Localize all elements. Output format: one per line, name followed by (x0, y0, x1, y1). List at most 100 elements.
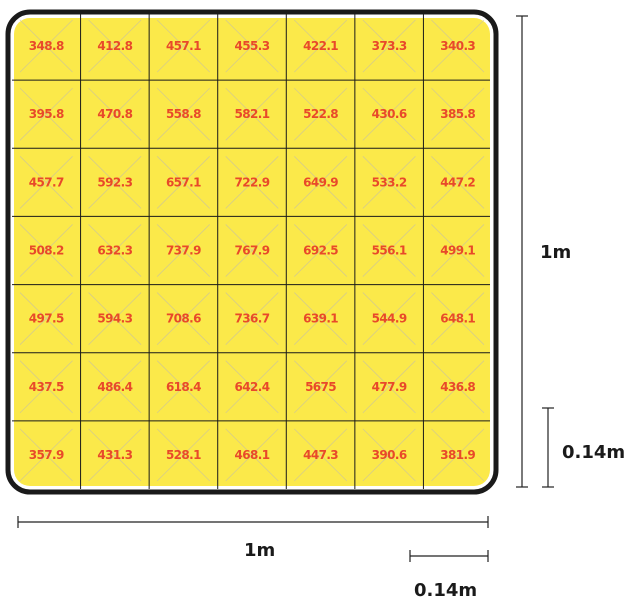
cell-diagonal (294, 19, 348, 73)
cell-value: 632.3 (97, 244, 132, 258)
cell-diagonal (225, 87, 279, 141)
cell-value: 5675 (305, 380, 336, 394)
cell-diagonal (88, 224, 142, 277)
cell-diagonal (431, 428, 485, 482)
cell-value: 642.4 (235, 380, 270, 394)
cell-values: 348.8 412.8 457.1 455.3 422.1 373.3 340.3 395.8… (29, 39, 476, 462)
cell-value: 736.7 (235, 312, 270, 326)
cell-diagonal (362, 360, 416, 414)
cell-value: 422.1 (303, 39, 338, 53)
cell-diagonal (431, 292, 485, 345)
cell-value: 497.5 (29, 312, 64, 326)
cell-diagonal (156, 292, 210, 345)
cell-diagonal (225, 156, 279, 209)
cell-value: 657.1 (166, 175, 201, 189)
cell-value: 594.3 (97, 312, 132, 326)
cell-value: 470.8 (97, 107, 132, 121)
cell-value: 357.9 (29, 448, 64, 462)
cell-diagonal (88, 19, 142, 73)
cell-diagonal (294, 87, 348, 141)
cell-diagonal (19, 292, 73, 345)
cell-diagonal (362, 224, 416, 277)
cell-value: 618.4 (166, 380, 201, 394)
cell-diagonal (19, 360, 73, 414)
cell-diagonal (362, 87, 416, 141)
height-cell-dimension: 0.14m (542, 407, 625, 488)
cell-diagonal (19, 87, 73, 141)
cell-diagonal (156, 19, 210, 73)
cell-value: 558.8 (166, 107, 201, 121)
width-cell-label: 0.14m (414, 580, 477, 601)
cell-diagonal (431, 224, 485, 277)
cell-diagonal (156, 156, 210, 209)
cell-diagonal (294, 224, 348, 277)
cell-diagonal (225, 19, 279, 73)
cell-value: 648.1 (440, 312, 475, 326)
cell-value: 348.8 (29, 39, 64, 53)
height-cell-label: 0.14m (562, 442, 625, 463)
cell-diagonal (156, 360, 210, 414)
cell-value: 737.9 (166, 244, 201, 258)
cell-value: 447.3 (303, 448, 338, 462)
cell-diagonal (88, 156, 142, 209)
cell-diagonal (88, 428, 142, 482)
cell-value: 722.9 (235, 175, 270, 189)
cell-diagonal (225, 360, 279, 414)
cell-diagonal (431, 156, 485, 209)
cell-value: 477.9 (372, 380, 407, 394)
cell-diagonal (156, 224, 210, 277)
width-total-label: 1m (244, 540, 275, 561)
cell-diagonal (225, 292, 279, 345)
cell-value: 528.1 (166, 448, 201, 462)
cell-value: 508.2 (29, 244, 64, 258)
cell-diagonal (294, 360, 348, 414)
cell-diagonal (19, 224, 73, 277)
cell-value: 582.1 (235, 107, 270, 121)
cell-value: 533.2 (372, 175, 407, 189)
cell-diagonal (362, 292, 416, 345)
cell-diagonal (88, 292, 142, 345)
cell-value: 373.3 (372, 39, 407, 53)
cell-diagonal (19, 428, 73, 482)
cell-value: 457.1 (166, 39, 201, 53)
cell-value: 457.7 (29, 175, 64, 189)
cell-diagonal (88, 360, 142, 414)
cell-value: 431.3 (97, 448, 132, 462)
cell-value: 639.1 (303, 312, 338, 326)
cell-diagonal (431, 19, 485, 73)
cell-diagonal (294, 156, 348, 209)
height-total-label: 1m (540, 242, 571, 263)
cell-value: 385.8 (440, 107, 475, 121)
width-total-dimension: 1m (17, 516, 489, 561)
cell-value: 437.5 (29, 380, 64, 394)
cell-diagonal (431, 87, 485, 141)
cell-value: 486.4 (97, 380, 132, 394)
grid-lines (12, 14, 490, 489)
cell-diagonal (294, 292, 348, 345)
cell-value: 556.1 (372, 244, 407, 258)
cell-value: 381.9 (440, 448, 475, 462)
cell-diagonal (431, 360, 485, 414)
cell-diagonal (294, 428, 348, 482)
cell-diagonal (225, 224, 279, 277)
cell-value: 544.9 (372, 312, 407, 326)
cell-diagonal (362, 19, 416, 73)
cell-value: 436.8 (440, 380, 475, 394)
cell-value: 430.6 (372, 107, 407, 121)
cell-diagonals (19, 19, 485, 482)
cell-diagonal (225, 428, 279, 482)
cell-diagonal (19, 19, 73, 73)
cell-value: 592.3 (97, 175, 132, 189)
cell-value: 395.8 (29, 107, 64, 121)
cell-diagonal (362, 428, 416, 482)
width-cell-dimension: 0.14m (409, 550, 489, 601)
cell-value: 767.9 (235, 244, 270, 258)
cell-value: 390.6 (372, 448, 407, 462)
cell-value: 692.5 (303, 244, 338, 258)
cell-value: 340.3 (440, 39, 475, 53)
cell-diagonal (362, 156, 416, 209)
cell-diagonal (19, 156, 73, 209)
cell-value: 499.1 (440, 244, 475, 258)
cell-value: 708.6 (166, 312, 201, 326)
